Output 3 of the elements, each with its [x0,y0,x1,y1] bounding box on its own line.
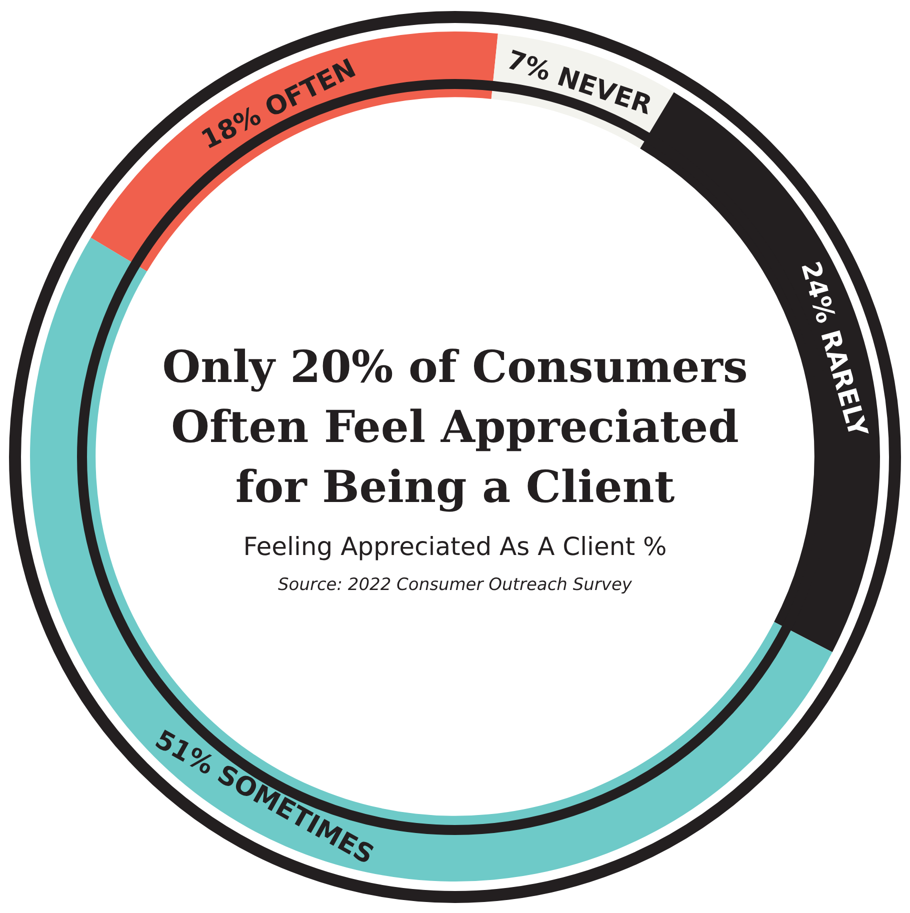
text: Feeling Appreciated As A Client % [242,532,668,561]
text: Only 20% of Consumers Often Feel Appreciated for Being a Client [161,341,749,515]
source-note: Source: 2022 Consumer Outreach Survey [277,575,633,595]
